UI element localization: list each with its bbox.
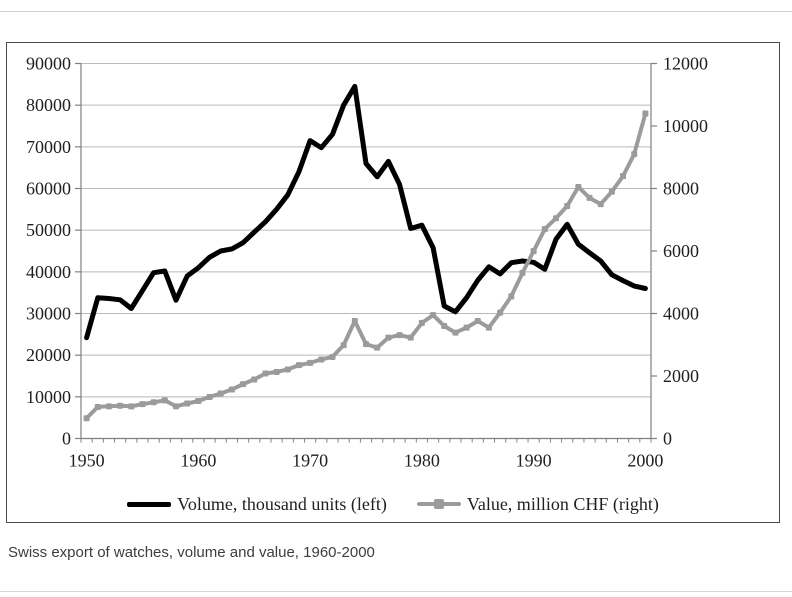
left-axis-label: 10000 xyxy=(26,387,71,407)
chart-caption: Swiss export of watches, volume and valu… xyxy=(8,544,375,561)
value-series-marker xyxy=(418,319,425,326)
right-axis-label: 8000 xyxy=(663,179,699,199)
value-series-marker xyxy=(575,183,582,190)
x-axis-label: 1980 xyxy=(404,451,440,471)
value-series-marker xyxy=(206,393,213,400)
chart-canvas: 9000080000700006000050000400003000020000… xyxy=(26,54,708,471)
left-axis-label: 20000 xyxy=(26,345,71,365)
value-series-marker xyxy=(217,390,224,397)
value-series-marker xyxy=(139,401,146,408)
value-series-marker xyxy=(128,403,135,410)
bottom-divider xyxy=(0,591,792,592)
volume-series-line xyxy=(84,83,648,341)
volume-line-swatch xyxy=(127,501,172,507)
legend-item-volume: Volume, thousand units (left) xyxy=(127,494,387,515)
top-divider xyxy=(0,11,792,12)
value-series-marker xyxy=(620,173,627,179)
x-axis-label: 1950 xyxy=(69,451,105,471)
value-series-marker xyxy=(452,329,459,336)
x-axis-label: 1990 xyxy=(516,451,552,471)
legend-item-value: Value, million CHF (right) xyxy=(416,493,659,515)
value-series-marker xyxy=(396,332,403,339)
value-series-marker xyxy=(519,269,526,276)
value-series-marker xyxy=(117,402,124,409)
value-marker-icon xyxy=(433,499,444,509)
right-axis-label: 0 xyxy=(663,429,672,449)
value-series-marker xyxy=(608,188,615,195)
left-axis-label: 90000 xyxy=(26,54,71,74)
legend-label-volume: Volume, thousand units (left) xyxy=(177,493,387,514)
value-series-marker xyxy=(463,324,470,331)
value-series-marker xyxy=(340,342,347,349)
value-series-marker xyxy=(351,318,358,324)
value-series-marker xyxy=(530,248,537,254)
chart-frame: 90000 80000 70000 60000 50000 40000 30000 20000… xyxy=(6,42,780,523)
left-axis-label: 0 xyxy=(62,429,71,449)
right-axis-label: 10000 xyxy=(663,116,708,136)
x-axis-label: 2000 xyxy=(627,451,663,471)
value-series-marker xyxy=(642,110,649,117)
right-axis-label: 6000 xyxy=(663,241,699,261)
value-series-marker xyxy=(541,226,548,233)
value-series-marker xyxy=(631,151,638,158)
value-series-marker xyxy=(240,381,247,388)
value-series-marker xyxy=(441,323,448,329)
left-axis-label: 60000 xyxy=(26,179,71,199)
value-series-marker xyxy=(508,293,515,300)
right-axis-label: 4000 xyxy=(663,304,699,324)
x-axis-label: 1960 xyxy=(180,451,216,471)
right-axis-label: 12000 xyxy=(663,54,708,74)
value-series-marker xyxy=(150,399,157,406)
value-series-marker xyxy=(363,341,369,348)
value-series-marker xyxy=(105,403,112,410)
value-series-marker xyxy=(374,344,381,351)
value-line-swatch xyxy=(416,499,461,509)
value-series-marker xyxy=(251,376,258,383)
value-series-marker xyxy=(474,318,481,324)
value-series-marker xyxy=(94,403,101,410)
right-axis-label: 2000 xyxy=(663,366,699,386)
value-series-marker xyxy=(83,415,90,422)
value-series-marker xyxy=(173,403,179,410)
value-series-marker xyxy=(407,334,414,341)
value-series-marker xyxy=(385,334,392,341)
left-axis-label: 40000 xyxy=(26,262,71,282)
legend-label-value: Value, million CHF (right) xyxy=(466,493,659,514)
value-series-marker xyxy=(262,370,269,377)
value-series-marker xyxy=(295,362,302,369)
value-series-marker xyxy=(597,201,604,208)
value-series-marker xyxy=(553,215,559,222)
value-series-marker xyxy=(161,397,168,404)
value-series-marker xyxy=(195,398,202,404)
left-axis-label: 80000 xyxy=(26,95,71,115)
value-series-marker xyxy=(273,368,280,375)
value-series-marker xyxy=(329,353,336,360)
value-series-marker xyxy=(485,324,492,331)
value-series-marker xyxy=(586,194,593,201)
value-series-marker xyxy=(228,386,235,393)
value-series-marker xyxy=(318,356,325,363)
value-series-marker xyxy=(497,309,504,316)
value-series-marker xyxy=(307,359,314,366)
x-axis-label: 1970 xyxy=(292,451,328,471)
value-series-marker xyxy=(184,400,191,407)
left-axis-label: 30000 xyxy=(26,304,71,324)
value-series-marker xyxy=(430,312,437,319)
left-axis-label: 70000 xyxy=(26,137,71,157)
left-axis-label: 50000 xyxy=(26,220,71,240)
value-series-marker xyxy=(564,203,571,209)
chart-legend: Volume, thousand units (left) Value, mil… xyxy=(7,489,779,519)
value-series-marker xyxy=(284,366,291,373)
